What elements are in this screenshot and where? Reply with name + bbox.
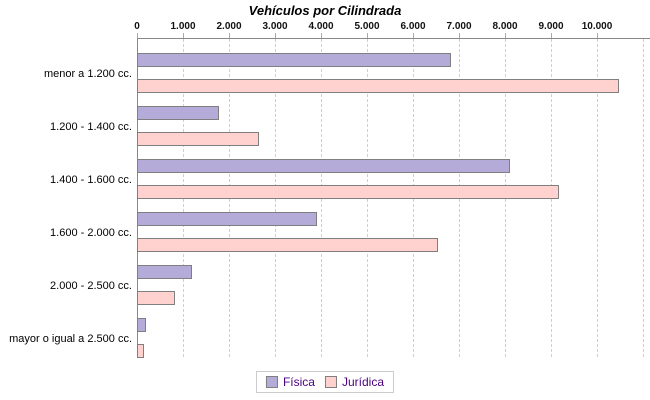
x-tick-label-8000: 8.000 <box>492 21 518 32</box>
x-tick-2000 <box>229 33 230 38</box>
legend-label-juridica: Jurídica <box>341 375 385 389</box>
x-tick-5000 <box>367 33 368 38</box>
x-tick-label-5000: 5.000 <box>354 21 380 32</box>
x-tick-4000 <box>321 33 322 38</box>
x-tick-1000 <box>183 33 184 38</box>
x-tick-label-6000: 6.000 <box>400 21 426 32</box>
gridline-10000 <box>597 39 598 357</box>
x-tick-8000 <box>505 33 506 38</box>
bar-jurdica-0[interactable] <box>137 79 619 93</box>
x-tick-0 <box>137 33 138 38</box>
category-label-2: 1.400 - 1.600 cc. <box>50 174 132 186</box>
category-label-1: 1.200 - 1.400 cc. <box>50 121 132 133</box>
juridica-swatch-icon <box>324 376 337 388</box>
x-tick-3000 <box>275 33 276 38</box>
bar-fsica-1[interactable] <box>137 106 219 120</box>
bar-fsica-5[interactable] <box>137 318 146 332</box>
x-tick-10000 <box>597 33 598 38</box>
x-tick-label-9000: 9.000 <box>538 21 564 32</box>
x-axis-line <box>137 38 650 39</box>
bar-fsica-3[interactable] <box>137 212 317 226</box>
bar-jurdica-4[interactable] <box>137 291 175 305</box>
bar-jurdica-2[interactable] <box>137 185 559 199</box>
bar-jurdica-3[interactable] <box>137 238 438 252</box>
bar-jurdica-5[interactable] <box>137 344 144 358</box>
legend-label-fisica: Física <box>282 375 315 389</box>
x-tick-label-0: 0 <box>134 21 140 32</box>
x-tick-9000 <box>551 33 552 38</box>
legend: Física Jurídica <box>255 371 395 393</box>
x-tick-label-3000: 3.000 <box>262 21 288 32</box>
category-label-3: 1.600 - 2.000 cc. <box>50 227 132 239</box>
gridline-11000 <box>643 39 644 357</box>
x-tick-label-10000: 10.000 <box>581 21 613 32</box>
x-tick-label-2000: 2.000 <box>216 21 242 32</box>
fisica-swatch-icon <box>265 376 278 388</box>
bar-jurdica-1[interactable] <box>137 132 259 146</box>
legend-item-juridica[interactable]: Jurídica <box>324 375 385 389</box>
x-tick-label-7000: 7.000 <box>446 21 472 32</box>
legend-item-fisica[interactable]: Física <box>265 375 315 389</box>
category-label-5: mayor o igual a 2.500 cc. <box>9 333 132 345</box>
bar-fsica-2[interactable] <box>137 159 510 173</box>
chart-title: Vehículos por Cilindrada <box>248 3 402 18</box>
x-tick-6000 <box>413 33 414 38</box>
x-tick-label-4000: 4.000 <box>308 21 334 32</box>
x-tick-7000 <box>459 33 460 38</box>
category-label-4: 2.000 - 2.500 cc. <box>50 280 132 292</box>
x-tick-label-1000: 1.000 <box>170 21 196 32</box>
category-label-0: menor a 1.200 cc. <box>43 68 132 80</box>
bar-fsica-4[interactable] <box>137 265 192 279</box>
bar-fsica-0[interactable] <box>137 53 451 67</box>
